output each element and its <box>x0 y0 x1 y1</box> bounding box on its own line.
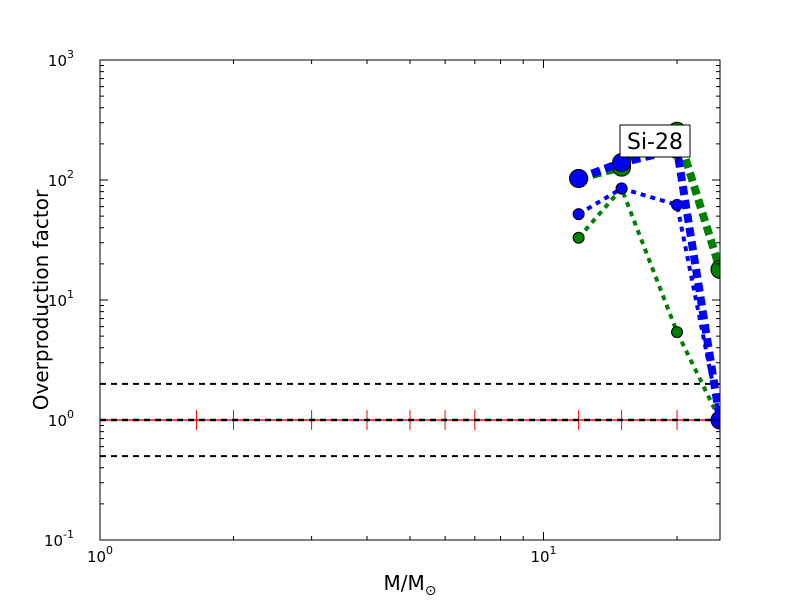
data-point <box>569 168 589 188</box>
data-point <box>671 326 684 339</box>
y-tick-exponent: 2 <box>67 168 74 181</box>
x-axis-label-main: M/M <box>384 571 425 595</box>
y-tick-exponent: -1 <box>63 528 74 541</box>
x-tick-exponent: 1 <box>550 544 557 557</box>
annotation-label: Si-28 <box>627 130 683 155</box>
data-point <box>710 259 720 279</box>
data-point <box>572 231 585 244</box>
annotation-box <box>619 124 691 158</box>
annotation: Si-28 <box>619 124 691 158</box>
plot-content <box>100 121 720 458</box>
y-tick-exponent: 1 <box>67 288 74 301</box>
series-line <box>577 184 720 421</box>
y-tick-exponent: 3 <box>67 48 74 61</box>
x-tick-exponent: 0 <box>106 544 113 557</box>
data-point <box>671 198 684 211</box>
x-axis-label-subscript: ⊙ <box>425 583 437 599</box>
data-point <box>572 208 585 221</box>
data-point <box>615 182 628 195</box>
x-axis-label: M/M⊙ <box>384 571 437 599</box>
y-tick-exponent: 0 <box>67 408 74 421</box>
y-axis-label: Overproduction factor <box>29 189 53 410</box>
